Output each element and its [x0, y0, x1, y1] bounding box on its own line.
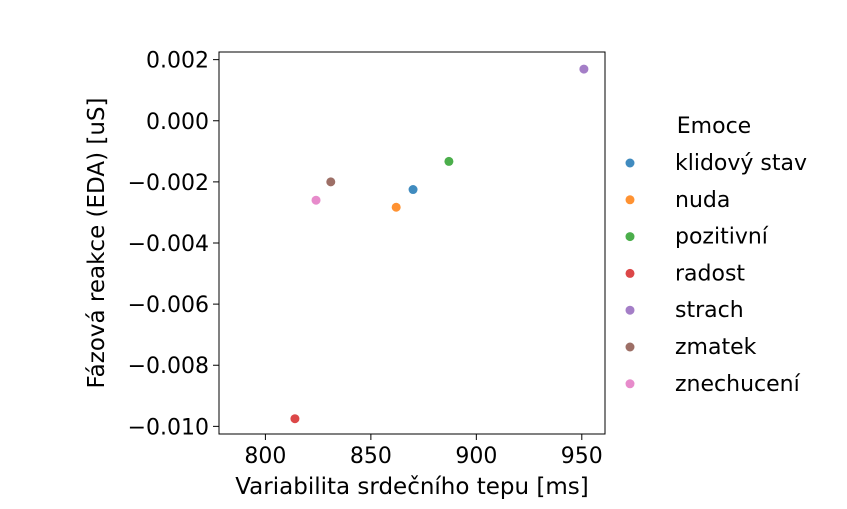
data-points — [290, 64, 589, 424]
legend-label: nuda — [675, 188, 730, 213]
x-axis: 800 850 900 950 — [244, 434, 603, 469]
x-axis-label: Variabilita srdečního tepu [ms] — [235, 474, 589, 500]
data-point — [579, 64, 589, 74]
y-axis-label: Fázová reakce (EDA) [uS] — [84, 98, 110, 389]
y-tick-label: −0.002 — [128, 171, 209, 196]
y-tick-label: −0.004 — [128, 232, 209, 257]
legend-label: klidový stav — [675, 151, 807, 176]
legend-marker — [625, 342, 635, 352]
legend-marker — [625, 268, 635, 278]
data-point — [290, 414, 300, 424]
y-axis: 0.002 0.000 −0.002 −0.004 −0.006 −0.008 −0.010 — [128, 49, 219, 440]
y-tick-label: −0.010 — [128, 415, 209, 440]
y-tick-label: 0.000 — [146, 110, 209, 135]
legend-marker — [625, 195, 635, 205]
legend-label: pozitivní — [675, 225, 769, 250]
x-tick-label: 850 — [350, 444, 392, 469]
legend-marker — [625, 158, 635, 168]
legend-label: zmatek — [675, 335, 757, 360]
legend-label: strach — [675, 298, 744, 323]
data-point — [311, 195, 321, 205]
plot-area — [218, 51, 606, 435]
legend-label: znechucení — [675, 372, 801, 397]
y-tick-label: 0.002 — [146, 49, 209, 74]
data-point — [326, 177, 336, 187]
legend-marker — [625, 232, 635, 242]
legend-marker — [625, 305, 635, 315]
y-tick-label: −0.008 — [128, 354, 209, 379]
x-tick-label: 900 — [455, 444, 497, 469]
legend: Emoce klidový stav nuda pozitivní radost str… — [625, 114, 807, 397]
x-tick-label: 950 — [561, 444, 603, 469]
legend-title: Emoce — [677, 114, 751, 139]
legend-label: radost — [675, 261, 745, 286]
y-tick-label: −0.006 — [128, 293, 209, 318]
x-tick-label: 800 — [244, 444, 286, 469]
legend-marker — [625, 379, 635, 389]
data-point — [444, 156, 454, 166]
data-point — [391, 202, 401, 212]
data-point — [408, 185, 418, 195]
